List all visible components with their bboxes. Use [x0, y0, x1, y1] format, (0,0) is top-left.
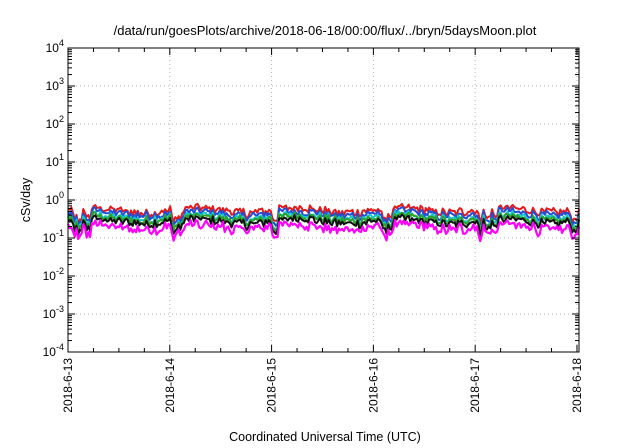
y-tick-label: 10-1 [43, 228, 64, 245]
grid [68, 48, 579, 352]
series-line [67, 213, 580, 238]
x-tick-label: 2018-6-15 [265, 358, 279, 413]
x-tick-label: 2018-6-14 [163, 358, 177, 413]
y-axis-label: cSv/day [19, 177, 33, 222]
y-tick-label: 10-2 [43, 266, 64, 283]
y-tick-label: 103 [46, 76, 64, 93]
x-axis: 2018-6-13 2018-6-14 2018-6-15 2018-6-16 2018… [61, 48, 584, 413]
x-tick-label: 2018-6-13 [61, 358, 75, 413]
y-tick-label: 100 [46, 190, 64, 207]
y-tick-label: 104 [46, 38, 64, 55]
chart-title: /data/run/goesPlots/archive/2018-06-18/0… [114, 23, 537, 38]
y-axis: 10-4 10-3 10-2 10-1 100 101 102 103 104 [43, 38, 579, 359]
x-tick-label: 2018-6-17 [468, 358, 482, 413]
x-tick-label: 2018-6-16 [366, 358, 380, 413]
y-tick-label: 102 [46, 114, 64, 131]
series-layer [66, 202, 581, 243]
series-line [66, 218, 581, 243]
x-tick-label: 2018-6-18 [570, 358, 584, 413]
x-axis-label: Coordinated Universal Time (UTC) [229, 430, 421, 444]
series-line [67, 206, 580, 230]
y-tick-label: 10-4 [43, 342, 64, 359]
y-tick-label: 101 [46, 152, 64, 169]
y-tick-label: 10-3 [43, 304, 64, 321]
